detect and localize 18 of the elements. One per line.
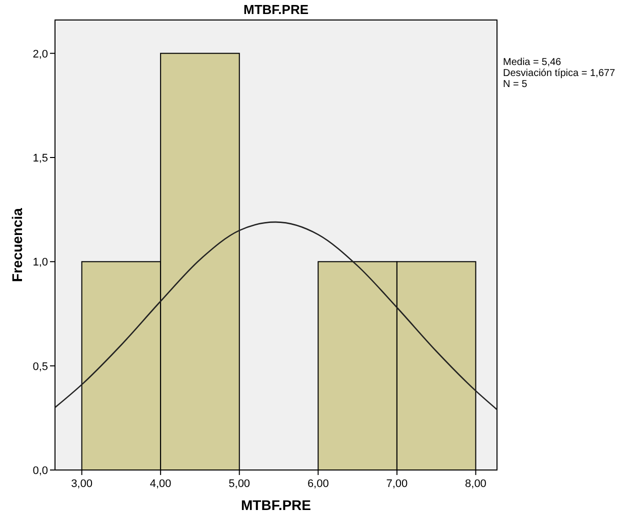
y-axis-title: Frecuencia bbox=[9, 208, 25, 282]
chart-title: MTBF.PRE bbox=[244, 2, 309, 17]
line-series bbox=[55, 221, 497, 410]
text: N = 5 bbox=[503, 79, 528, 90]
x-axis-title: MTBF.PRE bbox=[241, 497, 311, 513]
x-tick-label: 8,00 bbox=[465, 478, 486, 490]
text: Media = 5,46 bbox=[503, 57, 562, 68]
x-tick-label: 5,00 bbox=[228, 478, 250, 490]
y-tick-label: 2,0 bbox=[32, 48, 48, 60]
x-tick-label: 4,00 bbox=[150, 478, 172, 490]
x-tick-label: 3,00 bbox=[71, 478, 92, 490]
y-tick-label: 0,0 bbox=[32, 465, 48, 477]
y-tick-label: 1,5 bbox=[32, 152, 48, 164]
x-tick-label: 7,00 bbox=[386, 478, 408, 490]
y-tick-label: 1,0 bbox=[32, 256, 48, 269]
y-tick-label: 0,5 bbox=[32, 360, 48, 373]
text: Desviación típica = 1,677 bbox=[503, 68, 616, 79]
x-tick-label: 6,00 bbox=[307, 478, 329, 490]
